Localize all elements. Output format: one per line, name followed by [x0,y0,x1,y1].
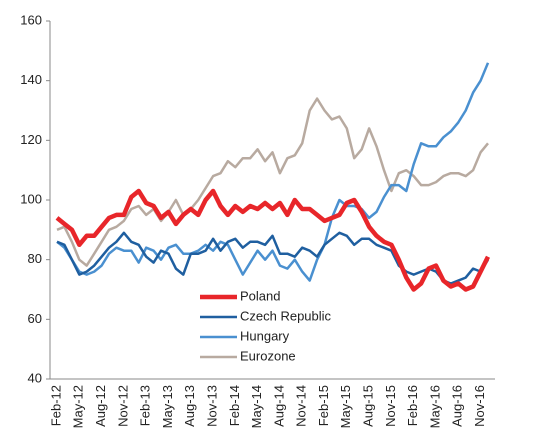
x-tick-label: Aug-13 [182,385,197,427]
line-series [55,188,491,292]
x-tick-label: Aug-12 [93,385,108,427]
line-series [56,97,489,267]
x-tick-label: Nov-13 [204,385,219,427]
x-tick-label: May-15 [338,385,353,428]
x-tick-label: May-14 [249,385,264,428]
legend-label: Poland [240,288,280,303]
y-tick-label: 120 [20,132,42,147]
y-tick-label: 160 [20,12,42,27]
x-tick-label: Feb-12 [48,385,63,426]
x-tick-label: May-13 [160,385,175,428]
y-tick-label: 60 [28,311,42,326]
x-tick-label: May-12 [71,385,86,428]
x-tick-label: Nov-12 [115,385,130,427]
x-tick-label: Nov-14 [294,385,309,427]
x-tick-label: Nov-16 [472,385,487,427]
y-tick-label: 80 [28,251,42,266]
x-tick-label: Nov-15 [383,385,398,427]
x-tick-label: Feb-16 [405,385,420,426]
y-tick-label: 140 [20,72,42,87]
y-tick-label: 100 [20,191,42,206]
x-tick-label: Aug-14 [271,385,286,427]
legend-label: Hungary [240,328,290,343]
x-tick-label: Feb-15 [316,385,331,426]
x-tick-label: Feb-14 [227,385,242,426]
x-tick-label: Aug-16 [450,385,465,427]
x-tick-label: Feb-13 [138,385,153,426]
line-series [56,231,490,285]
legend-label: Czech Republic [240,308,332,323]
legend-label: Eurozone [240,348,296,363]
x-tick-label: Aug-15 [361,385,376,427]
x-tick-label: May-16 [427,385,442,428]
y-tick-label: 40 [28,370,42,385]
line-series [56,62,490,282]
